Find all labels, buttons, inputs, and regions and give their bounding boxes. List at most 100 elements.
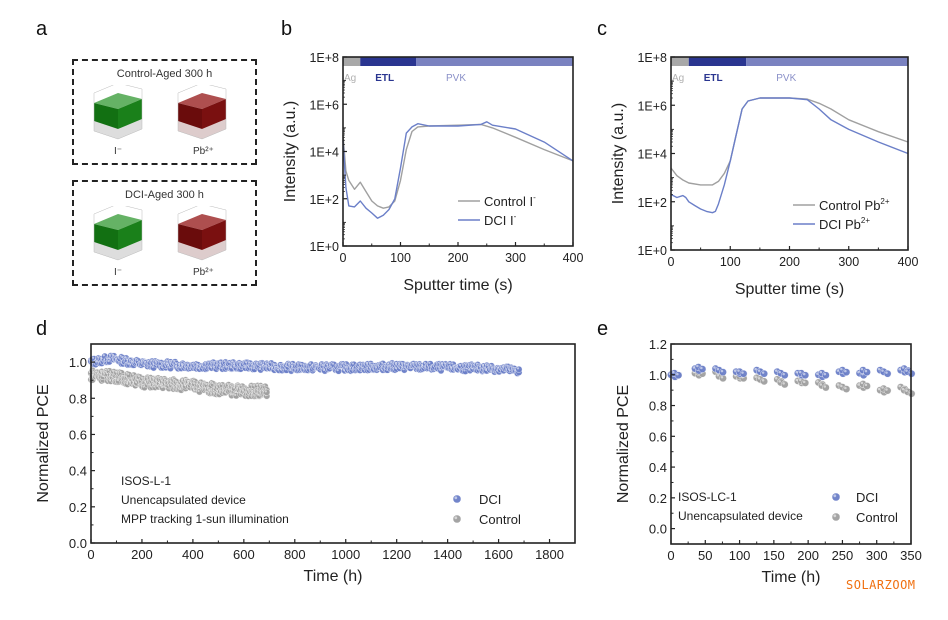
x-tick-label-d: 0 <box>87 547 94 562</box>
x-tick-label-b: 300 <box>505 251 526 265</box>
legend-label-dci-e: DCI <box>856 490 878 505</box>
layer-bar-etl-b <box>360 57 417 66</box>
iodide-label-dci: I⁻ <box>114 267 123 278</box>
layer-bar-ag-c <box>671 57 689 66</box>
legend-label-dci-b: DCI I- <box>484 212 517 228</box>
y-tick-label-c: 1E+8 <box>637 51 667 65</box>
panel-letter-e: e <box>597 318 609 340</box>
y-tick-label-c: 1E+4 <box>637 148 667 162</box>
control-aged-title: Control-Aged 300 h <box>116 68 213 80</box>
lead-cube-control <box>177 85 227 140</box>
data-point-dci-e <box>801 371 810 380</box>
layer-label-etl-b: ETL <box>375 73 394 84</box>
y-tick-label-e: 0.4 <box>649 460 667 475</box>
x-tick-label-b: 100 <box>390 251 411 265</box>
y-tick-label-d: 1.0 <box>69 355 87 370</box>
layer-label-ag-c: Ag <box>672 73 684 84</box>
x-tick-label-c: 200 <box>779 255 800 269</box>
data-point-dci-e <box>674 371 683 380</box>
x-tick-label-d: 1000 <box>331 547 360 562</box>
annotation-d-1: Unencapsulated device <box>121 493 246 507</box>
x-axis-label-e: Time (h) <box>762 569 821 586</box>
legend-marker-control-e <box>831 512 841 522</box>
layer-label-pvk-b: PVK <box>446 73 466 84</box>
annotation-d-2: MPP tracking 1-sun illumination <box>121 512 289 526</box>
x-tick-label-c: 400 <box>898 255 919 269</box>
x-tick-label-e: 300 <box>866 548 888 563</box>
data-point-dci-e <box>760 369 768 378</box>
layer-bar-ag-b <box>343 57 361 66</box>
panel-letter-a: a <box>36 18 48 40</box>
x-tick-label-e: 0 <box>667 548 674 563</box>
dci-aged-title: DCI-Aged 300 h <box>125 189 204 201</box>
data-point-control-d <box>263 388 271 396</box>
x-axis-label-c: Sputter time (s) <box>735 281 844 298</box>
y-tick-label-b: 1E+8 <box>309 51 339 65</box>
x-tick-label-b: 0 <box>340 251 347 265</box>
y-tick-label-b: 1E+4 <box>309 146 339 160</box>
watermark: SOLARZOOM <box>846 578 916 592</box>
data-point-dci-e <box>842 368 851 376</box>
y-tick-label-e: 1.2 <box>649 337 667 352</box>
data-point-control-e <box>822 383 830 392</box>
legend-label-dci-c: DCI Pb2+ <box>819 216 870 232</box>
layer-bar-etl-c <box>688 57 747 66</box>
plot-frame-c <box>670 56 909 251</box>
legend-label-control-c: Control Pb2+ <box>819 197 890 213</box>
data-point-dci-e <box>863 368 871 376</box>
y-axis-label-c: Intensity (a.u.) <box>610 103 627 204</box>
y-tick-label-e: 0.0 <box>649 522 667 537</box>
legend-label-control-b: Control I- <box>484 193 536 209</box>
lead-cube-dci <box>177 206 227 261</box>
annotation-e-1: Unencapsulated device <box>678 509 803 523</box>
annotation-d-0: ISOS-L-1 <box>121 474 171 488</box>
y-tick-label-d: 0.4 <box>69 464 87 479</box>
data-point-control-e <box>760 377 768 386</box>
plot-frame-d <box>90 343 576 544</box>
iodide-label-control: I⁻ <box>114 146 123 157</box>
legend-marker-control-d <box>452 514 462 524</box>
x-axis-label-b: Sputter time (s) <box>403 277 512 294</box>
y-tick-label-d: 0.6 <box>69 427 87 442</box>
y-tick-label-b: 1E+0 <box>309 240 339 254</box>
y-tick-label-c: 1E+0 <box>637 244 667 258</box>
y-tick-label-e: 0.2 <box>649 491 667 506</box>
x-tick-label-d: 1400 <box>433 547 462 562</box>
x-tick-label-c: 300 <box>838 255 859 269</box>
data-point-control-e <box>842 385 851 393</box>
x-tick-label-e: 100 <box>729 548 751 563</box>
x-tick-label-e: 50 <box>698 548 712 563</box>
y-axis-label-d: Normalized PCE <box>35 384 52 502</box>
layer-label-etl-c: ETL <box>704 73 723 84</box>
x-tick-label-d: 400 <box>182 547 204 562</box>
lead-label-control: Pb²⁺ <box>193 146 214 157</box>
x-tick-label-e: 150 <box>763 548 785 563</box>
x-tick-label-e: 200 <box>797 548 819 563</box>
y-tick-label-e: 0.8 <box>649 399 667 414</box>
layer-label-ag-b: Ag <box>344 73 356 84</box>
series-line-dci-b <box>342 121 574 219</box>
data-point-control-e <box>883 386 892 395</box>
x-tick-label-b: 400 <box>563 251 584 265</box>
legend-label-control-e: Control <box>856 510 898 525</box>
y-tick-label-d: 0.0 <box>69 536 87 551</box>
x-tick-label-e: 250 <box>832 548 854 563</box>
y-axis-label-b: Intensity (a.u.) <box>282 101 299 202</box>
y-tick-label-c: 1E+2 <box>637 196 667 210</box>
control-aged-box: Control-Aged 300 h I⁻ Pb²⁺ <box>72 59 257 165</box>
y-axis-label-e: Normalized PCE <box>615 385 632 503</box>
iodide-cube-dci <box>93 206 143 261</box>
dci-aged-box: DCI-Aged 300 h I⁻ Pb²⁺ <box>72 180 257 286</box>
x-tick-label-d: 800 <box>284 547 306 562</box>
x-tick-label-e: 350 <box>900 548 922 563</box>
data-point-control-e <box>801 379 810 387</box>
y-tick-label-b: 1E+6 <box>309 98 339 112</box>
data-point-dci-e <box>739 369 748 378</box>
x-tick-label-d: 1800 <box>535 547 564 562</box>
x-tick-label-d: 200 <box>131 547 153 562</box>
iodide-cube-control <box>93 85 143 140</box>
legend-marker-dci-d <box>452 494 462 504</box>
data-point-dci-e <box>883 369 892 378</box>
panel-letter-b: b <box>281 18 293 40</box>
